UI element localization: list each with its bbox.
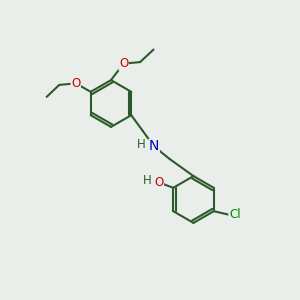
Text: Cl: Cl <box>229 208 241 221</box>
Text: O: O <box>154 176 164 189</box>
Text: N: N <box>149 140 159 153</box>
Text: O: O <box>71 77 80 90</box>
Text: O: O <box>119 57 128 70</box>
Text: H: H <box>137 137 146 151</box>
Text: H: H <box>143 174 152 188</box>
